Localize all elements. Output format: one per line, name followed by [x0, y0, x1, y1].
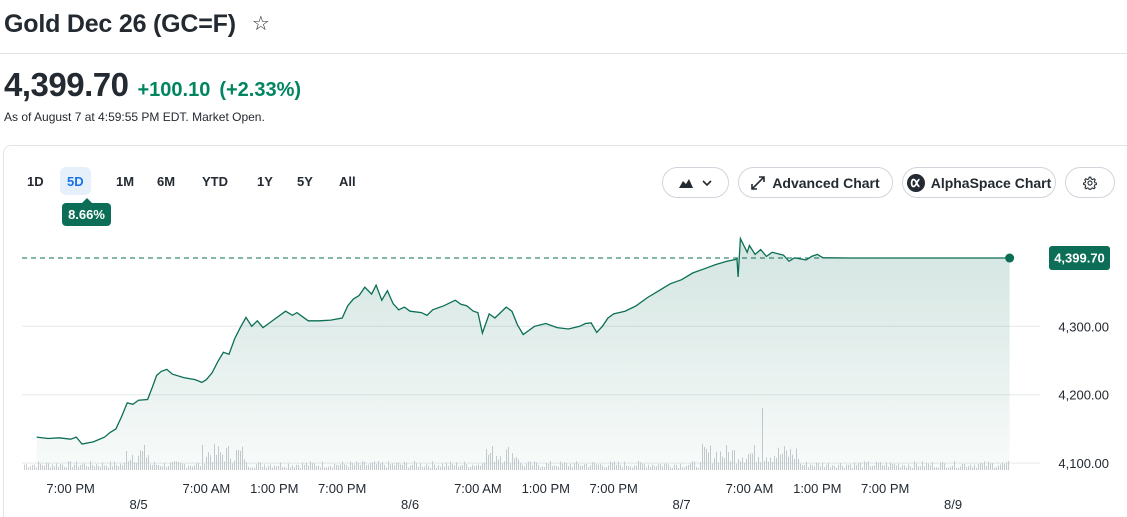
range-tab-1d[interactable]: 1D — [27, 173, 44, 189]
x-tick-label: 1:00 PM — [522, 481, 570, 496]
quote-price: 4,399.70 — [4, 66, 129, 103]
x-tick-label: 7:00 PM — [861, 481, 909, 496]
range-tab-all[interactable]: All — [339, 173, 356, 189]
last-price-dot — [1005, 253, 1015, 263]
advanced-chart-button[interactable]: Advanced Chart — [738, 167, 893, 198]
quote-timestamp: As of August 7 at 4:59:55 PM EDT. Market… — [4, 110, 265, 124]
volume-bar — [24, 464, 25, 470]
x-tick-label: 7:00 AM — [183, 481, 231, 496]
period-change-badge: 8.66% — [62, 198, 111, 226]
quote-row: 4,399.70 +100.10 (+2.33%) — [4, 66, 301, 104]
y-tick-label: 4,100.00 — [1058, 456, 1109, 471]
quote-change: +100.10 — [137, 79, 211, 101]
quote-change-percent: (+2.33%) — [219, 79, 302, 101]
title-row: Gold Dec 26 (GC=F) ☆ — [4, 8, 270, 40]
y-axis: 4,300.00 4,200.00 4,100.00 — [1058, 319, 1109, 471]
x-tick-label: 7:00 PM — [318, 481, 366, 496]
advanced-chart-label: Advanced Chart — [772, 174, 880, 191]
x-tick-label: 1:00 PM — [250, 481, 298, 496]
y-tick-label: 4,300.00 — [1058, 319, 1109, 334]
star-icon[interactable]: ☆ — [251, 13, 270, 35]
mountain-chart-icon — [678, 178, 693, 188]
last-price-tag-label: 4,399.70 — [1054, 251, 1105, 266]
header-divider — [0, 53, 1127, 54]
date-tick-label: 8/5 — [129, 497, 147, 512]
last-price-tag: 4,399.70 — [1049, 246, 1110, 271]
range-tabs: 1D 5D 1M 6M YTD 1Y 5Y All — [24, 167, 384, 195]
volume-bar — [30, 466, 31, 470]
chart-type-button[interactable] — [662, 167, 729, 198]
chart-card — [3, 145, 1127, 517]
volume-bar — [36, 467, 37, 470]
date-tick-label: 8/9 — [944, 497, 962, 512]
price-line — [36, 236, 1010, 445]
volume-bar — [32, 464, 33, 470]
range-tab-ytd[interactable]: YTD — [202, 173, 228, 189]
x-tick-label: 1:00 PM — [793, 481, 841, 496]
range-tab-6m[interactable]: 6M — [157, 173, 176, 189]
expand-arrows-icon — [751, 175, 766, 190]
price-area — [36, 238, 1010, 470]
volume-bar — [28, 467, 29, 470]
date-tick-label: 8/6 — [401, 497, 419, 512]
page-title: Gold Dec 26 (GC=F) — [4, 9, 236, 38]
range-tab-5y[interactable]: 5Y — [297, 173, 313, 189]
x-tick-label: 7:00 PM — [589, 481, 637, 496]
date-tick-label: 8/7 — [673, 497, 691, 512]
settings-button[interactable] — [1065, 167, 1115, 198]
alphaspace-chart-label: AlphaSpace Chart — [930, 174, 1052, 191]
alphaspace-logo-icon — [906, 173, 925, 192]
gear-icon — [1083, 176, 1097, 190]
x-tick-label: 7:00 PM — [46, 481, 94, 496]
y-tick-label: 4,200.00 — [1058, 388, 1109, 403]
last-price-tag-box — [1049, 246, 1110, 271]
range-tab-5d[interactable]: 5D — [60, 167, 91, 195]
x-axis: 7:00 PM 7:00 AM 1:00 PM 7:00 PM 7:00 AM 1:00 … — [46, 481, 962, 512]
range-tab-1m[interactable]: 1M — [116, 173, 135, 189]
x-tick-label: 7:00 AM — [726, 481, 774, 496]
x-tick-label: 7:00 AM — [454, 481, 502, 496]
volume-bar — [34, 464, 35, 470]
chevron-down-icon — [701, 179, 712, 186]
volume-bar — [26, 464, 27, 470]
range-tab-1y[interactable]: 1Y — [257, 173, 273, 189]
alphaspace-chart-button[interactable]: AlphaSpace Chart — [902, 167, 1056, 198]
